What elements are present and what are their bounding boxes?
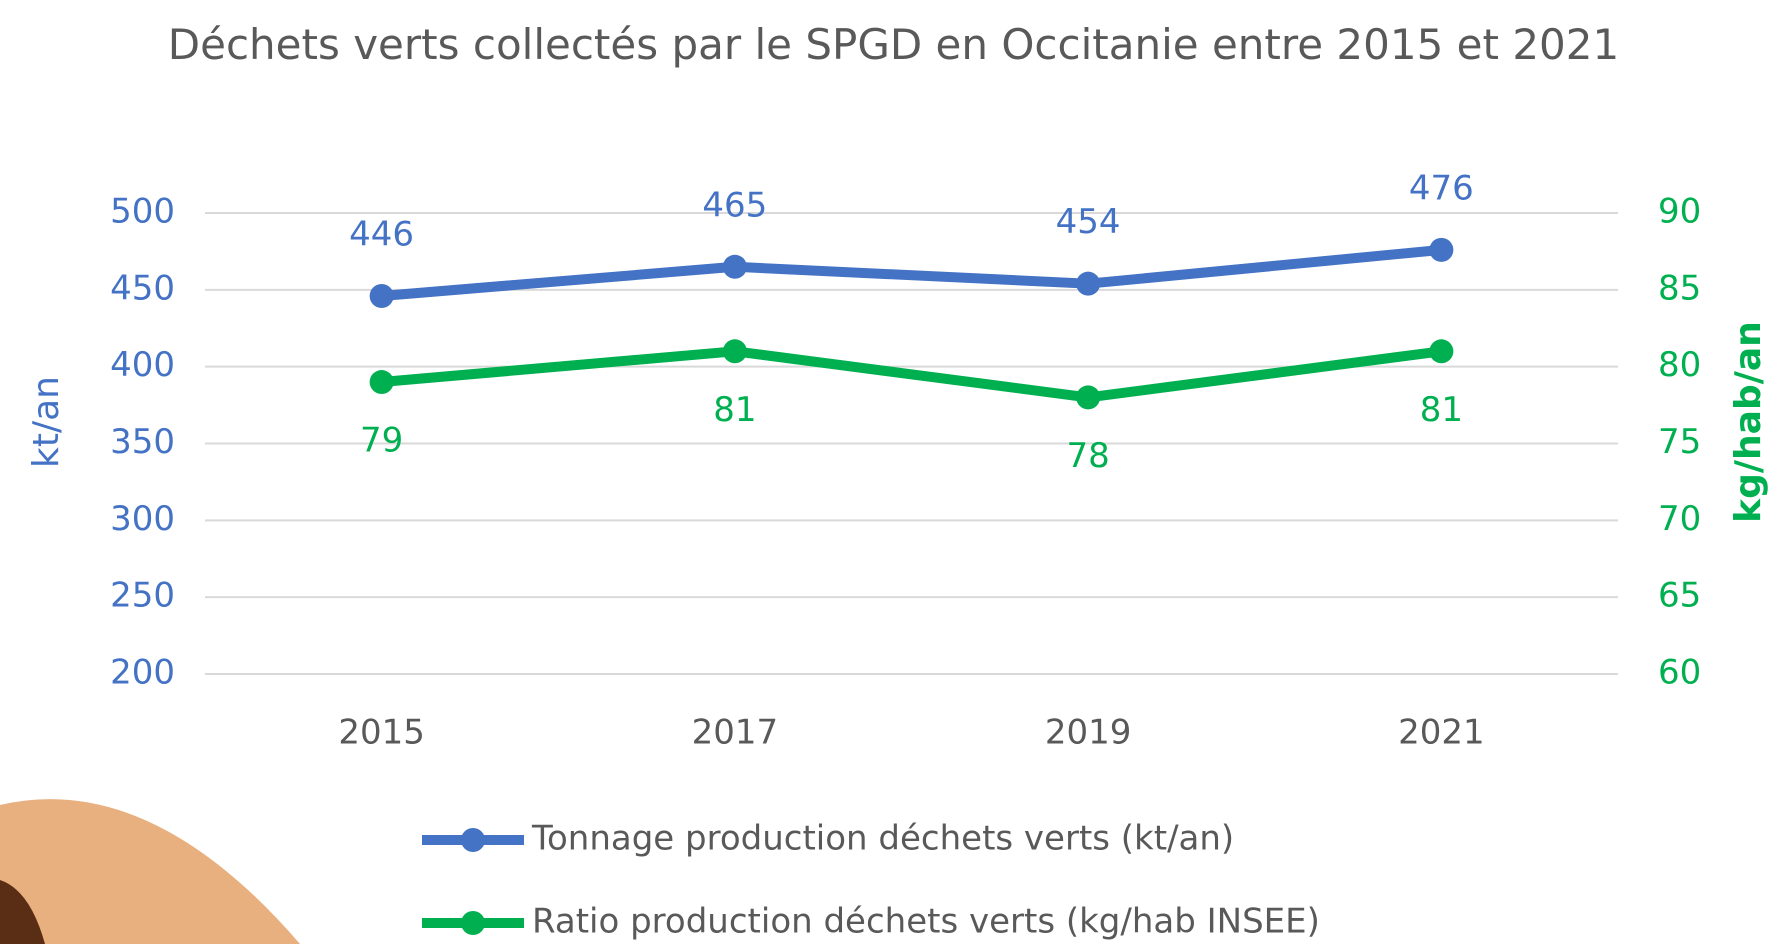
y-tick-label: 200	[110, 653, 175, 693]
y-tick-label: 250	[110, 576, 175, 616]
marker	[722, 339, 747, 364]
marker	[1429, 237, 1454, 262]
y-tick-label: 350	[110, 422, 175, 462]
decoration	[0, 799, 300, 944]
x-tick-label: 2021	[1398, 713, 1485, 753]
data-label: 446	[349, 214, 414, 254]
line	[381, 346, 1443, 403]
y2-tick-label: 85	[1658, 268, 1701, 308]
marker	[1076, 271, 1101, 296]
x-tick-label: 2019	[1045, 713, 1132, 753]
y2-tick-label: 75	[1658, 422, 1701, 462]
x-tick-label: 2015	[338, 713, 425, 753]
y-tick-label: 300	[110, 499, 175, 539]
y2-tick-label: 90	[1658, 192, 1701, 232]
data-label: 78	[1066, 436, 1109, 476]
marker	[369, 370, 394, 395]
y-tick-label: 500	[110, 192, 175, 232]
decoration	[0, 880, 45, 944]
line	[381, 244, 1442, 301]
y2-tick-label: 70	[1658, 499, 1701, 539]
data-label: 465	[702, 185, 767, 225]
legend-label: Tonnage production déchets verts (kt/an)	[531, 819, 1234, 859]
y2-tick-label: 80	[1658, 345, 1701, 385]
marker	[369, 283, 394, 308]
legend-marker	[461, 911, 485, 935]
x-tick-label: 2017	[692, 713, 779, 753]
y-axis-title: kt/an	[26, 376, 67, 468]
y2-tick-label: 60	[1658, 653, 1701, 693]
data-label: 81	[1420, 390, 1463, 430]
marker	[1076, 385, 1101, 410]
legend-marker	[461, 828, 485, 852]
data-label: 79	[360, 421, 403, 461]
marker	[722, 254, 747, 279]
data-label: 81	[713, 390, 756, 430]
y-tick-label: 400	[110, 345, 175, 385]
y-tick-label: 450	[110, 268, 175, 308]
y2-tick-label: 65	[1658, 576, 1701, 616]
data-label: 476	[1409, 168, 1474, 208]
marker	[1429, 339, 1454, 364]
legend-label: Ratio production déchets verts (kg/hab I…	[532, 902, 1320, 942]
y2-axis-title: kg/hab/an	[1728, 321, 1769, 523]
data-label: 454	[1056, 202, 1121, 242]
chart-title: Déchets verts collectés par le SPGD en O…	[167, 20, 1620, 69]
